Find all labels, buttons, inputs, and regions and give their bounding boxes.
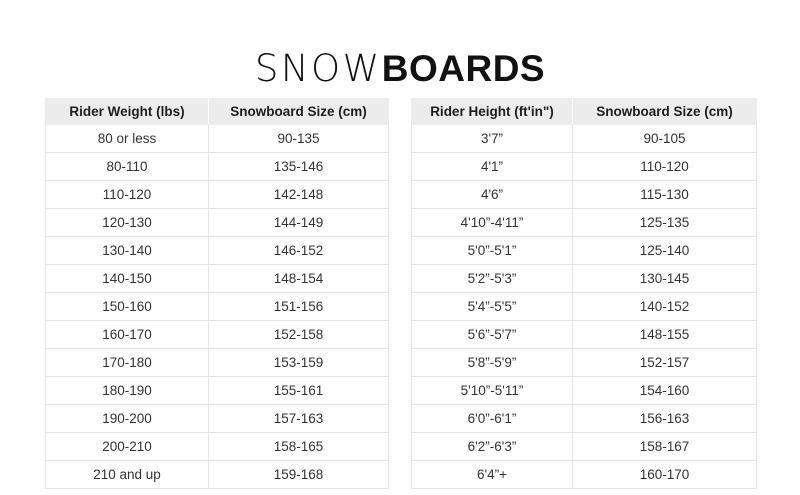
table-cell: 5'0”-5'1” [411, 236, 573, 265]
table-cell: 155-161 [208, 376, 389, 405]
table-row: 6'2”-6'3” 158-167 [411, 432, 757, 461]
table-row: 6'0”-6'1” 156-163 [411, 404, 757, 433]
table-row: 110-120 142-148 [45, 180, 389, 209]
table-header-row: Rider Weight (lbs) Snowboard Size (cm) [45, 98, 389, 125]
table-row: 4'10”-4'11” 125-135 [411, 208, 757, 237]
height-table-header-cell-1: Snowboard Size (cm) [572, 98, 757, 125]
table-cell: 140-152 [572, 292, 757, 321]
weight-table-header: Rider Weight (lbs) Snowboard Size (cm) [45, 98, 389, 125]
weight-table-body: 80 or less 90-135 80-110 135-146 110-120 142-… [45, 124, 389, 489]
table-cell: 125-135 [572, 208, 757, 237]
table-cell: 159-168 [208, 460, 389, 489]
table-row: 4'1” 110-120 [411, 152, 757, 181]
table-cell: 150-160 [45, 292, 209, 321]
table-row: 5'2”-5'3” 130-145 [411, 264, 757, 293]
table-cell: 148-155 [572, 320, 757, 349]
table-cell: 115-130 [572, 180, 757, 209]
table-row: 5'0”-5'1” 125-140 [411, 236, 757, 265]
table-cell: 5'2”-5'3” [411, 264, 573, 293]
page-title-container: SNOWBOARDS [0, 22, 800, 116]
weight-table-header-cell-0: Rider Weight (lbs) [45, 98, 209, 125]
table-row: 5'6”-5'7” 148-155 [411, 320, 757, 349]
rider-weight-size-table: Rider Weight (lbs) Snowboard Size (cm) 8… [45, 98, 389, 489]
table-row: 200-210 158-165 [45, 432, 389, 461]
table-row: 5'4”-5'5” 140-152 [411, 292, 757, 321]
table-cell: 158-165 [208, 432, 389, 461]
height-table-header: Rider Height (ft'in") Snowboard Size (cm… [411, 98, 757, 125]
table-cell: 5'4”-5'5” [411, 292, 573, 321]
page-title-light-part: SNOW [254, 46, 382, 90]
table-cell: 5'6”-5'7” [411, 320, 573, 349]
table-cell: 130-140 [45, 236, 209, 265]
table-row: 210 and up 159-168 [45, 460, 389, 489]
table-cell: 80-110 [45, 152, 209, 181]
table-cell: 4'6” [411, 180, 573, 209]
table-row: 130-140 146-152 [45, 236, 389, 265]
page-title: SNOWBOARDS [255, 47, 545, 91]
table-cell: 146-152 [208, 236, 389, 265]
table-row: 5'8”-5'9” 152-157 [411, 348, 757, 377]
table-cell: 90-105 [572, 124, 757, 153]
table-cell: 152-157 [572, 348, 757, 377]
weight-table-header-cell-1: Snowboard Size (cm) [208, 98, 389, 125]
table-row: 5'10”-5'11” 154-160 [411, 376, 757, 405]
table-cell: 180-190 [45, 376, 209, 405]
table-row: 190-200 157-163 [45, 404, 389, 433]
table-cell: 4'10”-4'11” [411, 208, 573, 237]
table-cell: 152-158 [208, 320, 389, 349]
table-cell: 151-156 [208, 292, 389, 321]
table-cell: 6'4”+ [411, 460, 573, 489]
table-cell: 158-167 [572, 432, 757, 461]
size-tables-container: Rider Weight (lbs) Snowboard Size (cm) 8… [45, 98, 757, 489]
table-cell: 160-170 [572, 460, 757, 489]
table-cell: 148-154 [208, 264, 389, 293]
table-row: 6'4”+ 160-170 [411, 460, 757, 489]
table-cell: 80 or less [45, 124, 209, 153]
table-cell: 154-160 [572, 376, 757, 405]
height-table-body: 3'7” 90-105 4'1” 110-120 4'6” 115-130 4'10”-4'… [411, 124, 757, 489]
table-cell: 120-130 [45, 208, 209, 237]
table-cell: 140-150 [45, 264, 209, 293]
table-cell: 153-159 [208, 348, 389, 377]
table-cell: 135-146 [208, 152, 389, 181]
page-title-bold-part: BOARDS [381, 47, 546, 89]
table-cell: 3'7” [411, 124, 573, 153]
table-row: 180-190 155-161 [45, 376, 389, 405]
table-cell: 200-210 [45, 432, 209, 461]
table-cell: 5'10”-5'11” [411, 376, 573, 405]
height-table-header-cell-0: Rider Height (ft'in") [411, 98, 573, 125]
table-row: 4'6” 115-130 [411, 180, 757, 209]
table-cell: 110-120 [45, 180, 209, 209]
table-header-row: Rider Height (ft'in") Snowboard Size (cm… [411, 98, 757, 125]
table-cell: 170-180 [45, 348, 209, 377]
table-row: 120-130 144-149 [45, 208, 389, 237]
table-cell: 110-120 [572, 152, 757, 181]
table-cell: 90-135 [208, 124, 389, 153]
table-cell: 4'1” [411, 152, 573, 181]
table-cell: 156-163 [572, 404, 757, 433]
table-cell: 210 and up [45, 460, 209, 489]
table-cell: 160-170 [45, 320, 209, 349]
table-row: 150-160 151-156 [45, 292, 389, 321]
table-cell: 157-163 [208, 404, 389, 433]
table-cell: 5'8”-5'9” [411, 348, 573, 377]
table-row: 160-170 152-158 [45, 320, 389, 349]
rider-height-size-table: Rider Height (ft'in") Snowboard Size (cm… [411, 98, 757, 489]
table-row: 140-150 148-154 [45, 264, 389, 293]
table-row: 80-110 135-146 [45, 152, 389, 181]
table-cell: 144-149 [208, 208, 389, 237]
table-cell: 125-140 [572, 236, 757, 265]
table-row: 80 or less 90-135 [45, 124, 389, 153]
table-cell: 190-200 [45, 404, 209, 433]
table-row: 170-180 153-159 [45, 348, 389, 377]
table-cell: 6'2”-6'3” [411, 432, 573, 461]
table-cell: 142-148 [208, 180, 389, 209]
table-cell: 6'0”-6'1” [411, 404, 573, 433]
table-cell: 130-145 [572, 264, 757, 293]
table-row: 3'7” 90-105 [411, 124, 757, 153]
